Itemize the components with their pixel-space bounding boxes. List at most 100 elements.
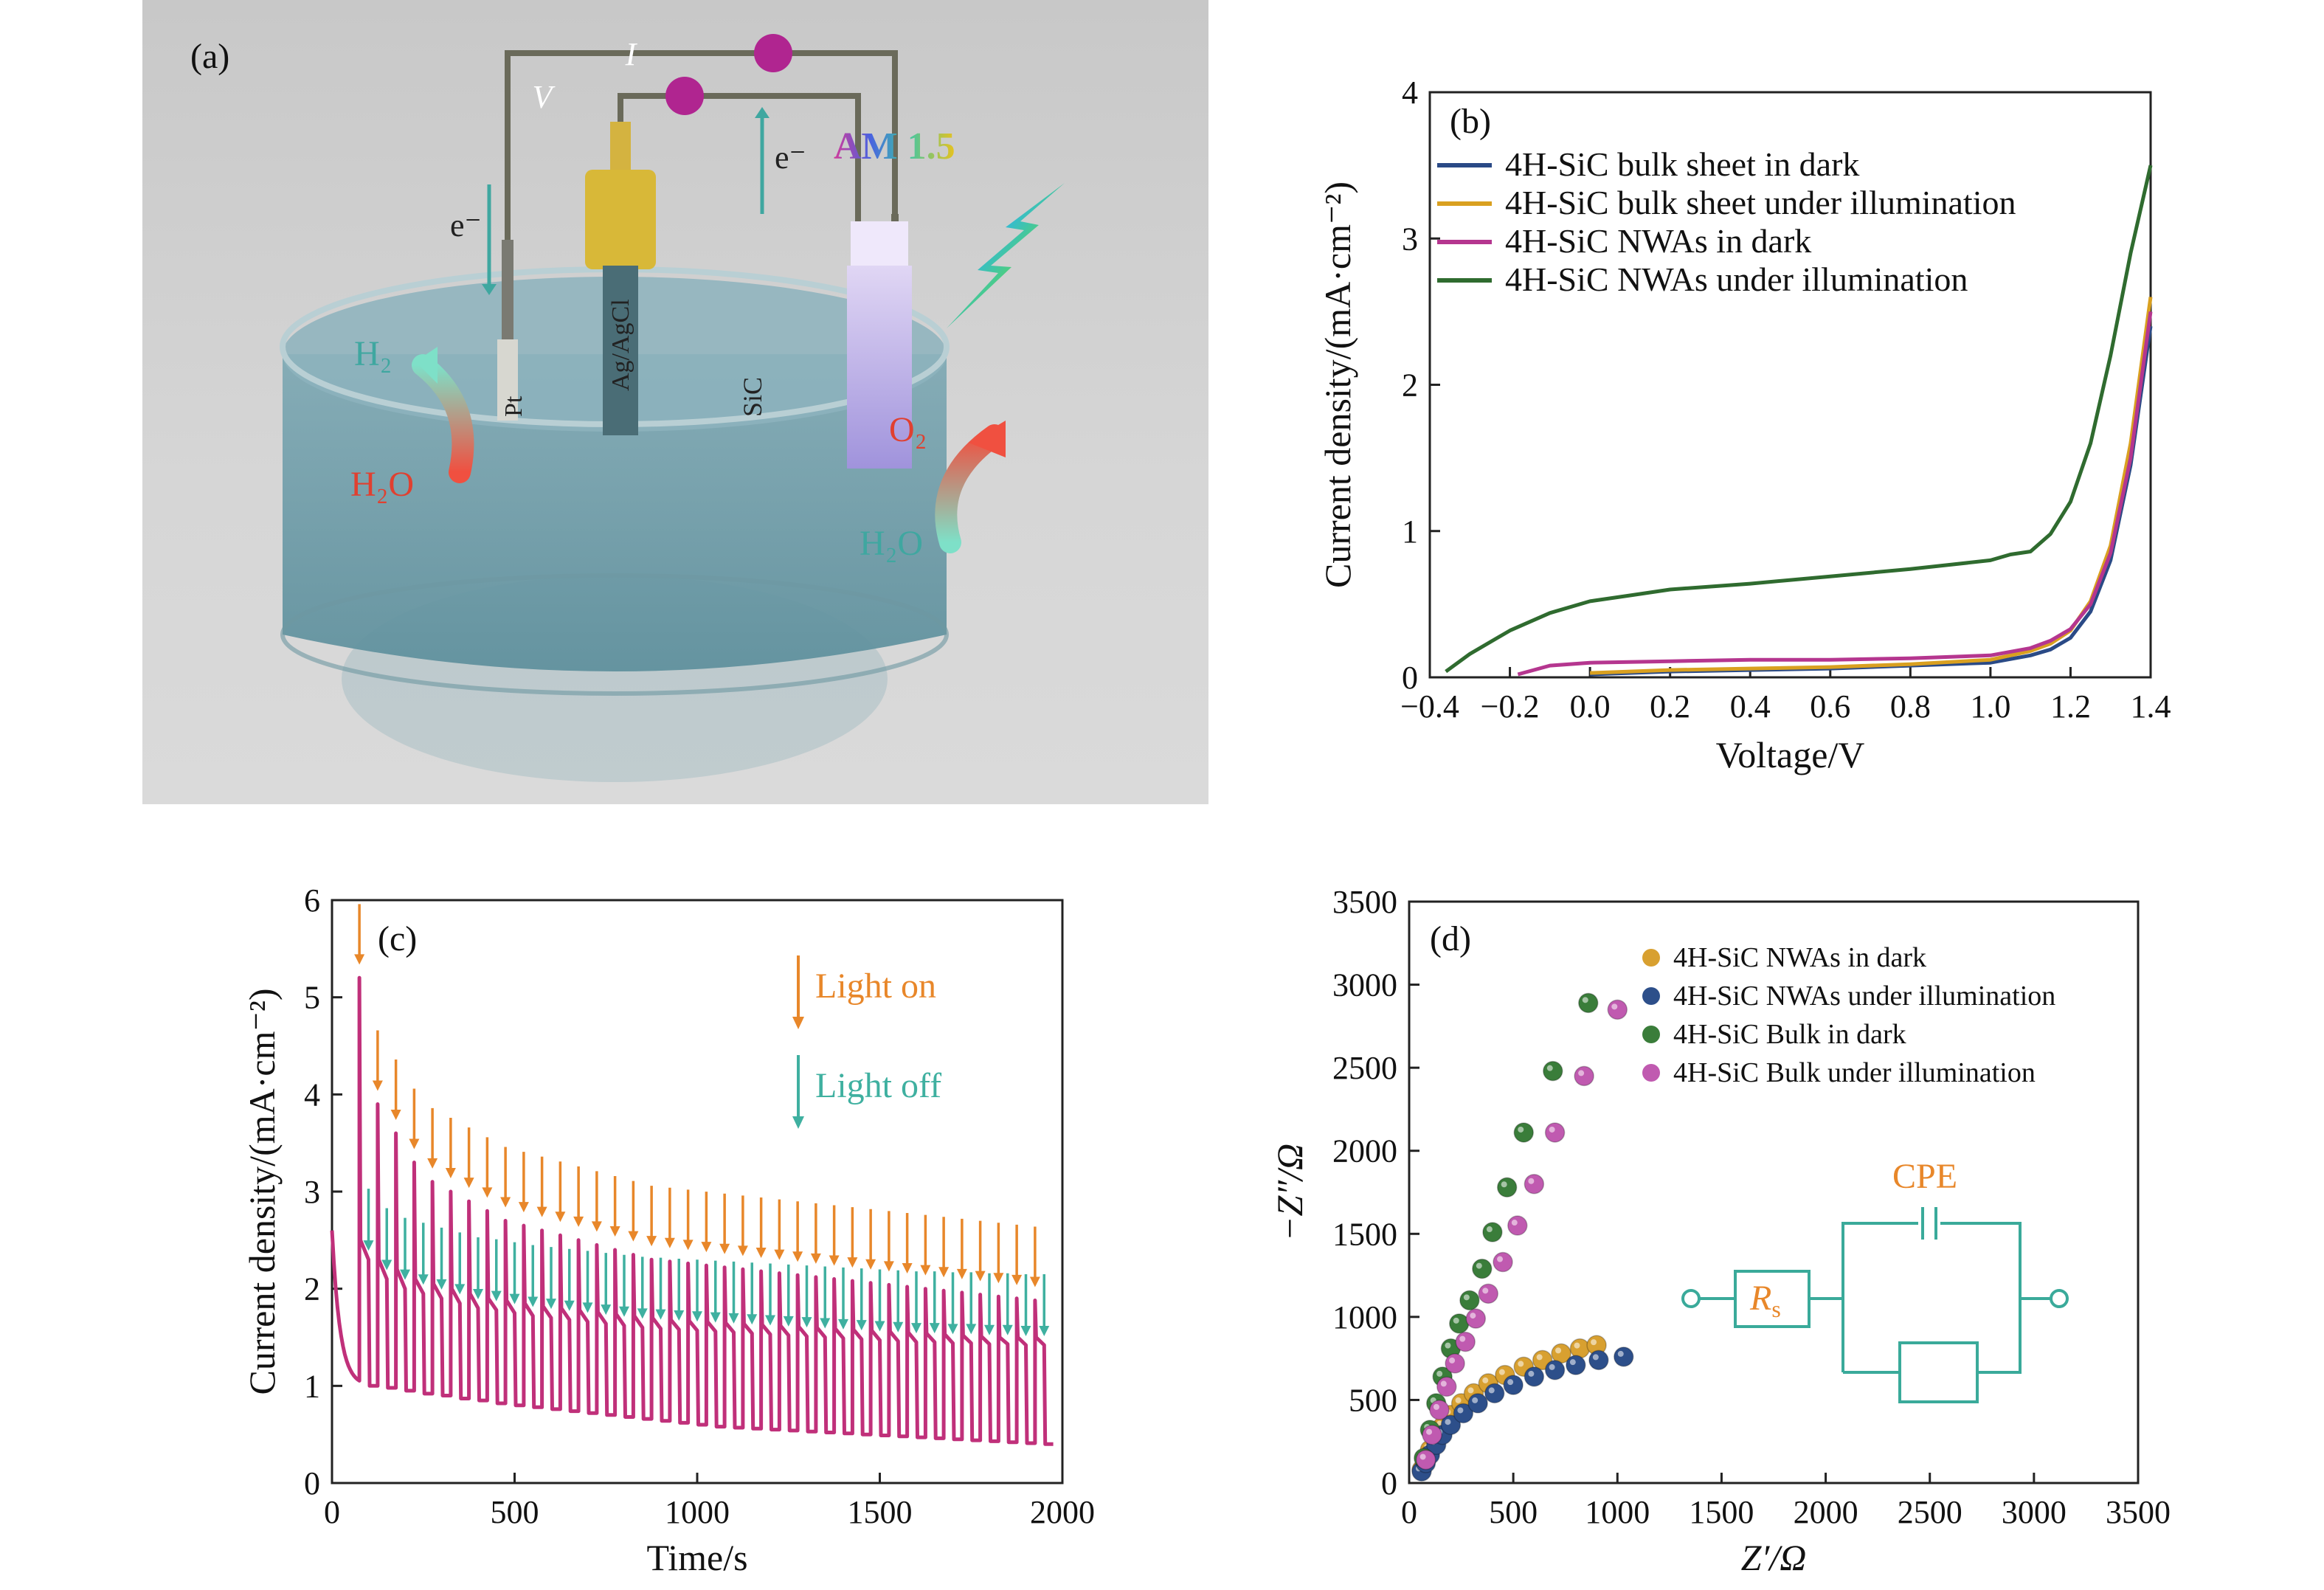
voltage-meter-label: V bbox=[533, 79, 556, 115]
d-y-tick-label: 2000 bbox=[1332, 1133, 1397, 1169]
d-point-highlight bbox=[1455, 1397, 1462, 1403]
c-light-on-arrowhead bbox=[865, 1259, 876, 1270]
c-light-off-arrowhead bbox=[381, 1259, 392, 1271]
c-light-on-arrowhead bbox=[500, 1197, 511, 1208]
c-light-off-arrowhead bbox=[582, 1302, 593, 1313]
c-y-tick-label: 6 bbox=[304, 882, 320, 919]
d-point-highlight bbox=[1536, 1354, 1543, 1361]
c-y-tick-label: 2 bbox=[304, 1271, 320, 1307]
h2o-right-label: H₂O bbox=[860, 524, 923, 563]
d-data-point bbox=[1507, 1215, 1528, 1236]
d-point-highlight bbox=[1482, 1377, 1489, 1383]
panel-d-label: (d) bbox=[1430, 919, 1471, 958]
d-data-point bbox=[1503, 1375, 1524, 1395]
c-light-off-arrowhead bbox=[473, 1289, 483, 1299]
d-y-axis-label: −Z″/Ω bbox=[1269, 1144, 1310, 1241]
d-y-tick-label: 2500 bbox=[1332, 1050, 1397, 1086]
b-x-tick-label: 0.2 bbox=[1650, 688, 1690, 725]
d-y-tick-label: 1500 bbox=[1332, 1216, 1397, 1252]
d-legend-swatch bbox=[1642, 1026, 1660, 1043]
c-light-on-arrowhead bbox=[682, 1240, 694, 1251]
d-point-highlight bbox=[1518, 1361, 1524, 1367]
d-point-highlight bbox=[1472, 1397, 1479, 1403]
d-y-tick-label: 3500 bbox=[1332, 884, 1397, 920]
c-light-off-arrowhead bbox=[692, 1311, 702, 1322]
c-light-on-arrowhead bbox=[372, 1080, 383, 1091]
d-point-highlight bbox=[1546, 1065, 1553, 1071]
c-light-off-arrowhead bbox=[619, 1306, 629, 1317]
c-light-off-arrowhead bbox=[509, 1293, 520, 1304]
c-light-off-arrowhead bbox=[984, 1324, 995, 1335]
d-data-point bbox=[1429, 1400, 1450, 1420]
b-x-tick-label: 0.6 bbox=[1810, 688, 1850, 725]
d-x-tick-label: 1000 bbox=[1585, 1494, 1650, 1530]
d-point-highlight bbox=[1445, 1419, 1451, 1425]
d-data-point bbox=[1445, 1353, 1465, 1374]
c-y-axis-label: Current density/(mA·cm⁻²) bbox=[241, 989, 283, 1395]
c-y-tick-label: 0 bbox=[304, 1465, 320, 1501]
c-light-on-arrowhead bbox=[883, 1261, 894, 1272]
d-data-point bbox=[1569, 1338, 1591, 1359]
d-x-tick-label: 0 bbox=[1401, 1494, 1417, 1530]
b-y-tick-label: 0 bbox=[1402, 660, 1418, 696]
am15-label: AM 1.5 bbox=[834, 125, 955, 167]
d-point-highlight bbox=[1497, 1256, 1504, 1262]
d-data-point bbox=[1513, 1122, 1535, 1143]
c-light-off-arrowhead bbox=[783, 1316, 794, 1327]
c-light-on-arrowhead bbox=[482, 1187, 493, 1198]
d-point-highlight bbox=[1488, 1387, 1495, 1394]
c-y-tick-label: 1 bbox=[304, 1368, 320, 1404]
d-point-highlight bbox=[1467, 1387, 1474, 1394]
d-data-point bbox=[1484, 1383, 1505, 1404]
d-point-highlight bbox=[1463, 1294, 1470, 1301]
b-x-tick-label: −0.4 bbox=[1400, 688, 1459, 725]
d-data-point bbox=[1524, 1173, 1545, 1195]
d-data-point bbox=[1478, 1283, 1499, 1304]
h2o-left-label: H₂O bbox=[350, 465, 414, 504]
c-light-off-arrowhead bbox=[874, 1321, 885, 1332]
c-light-on-arrowhead bbox=[701, 1242, 712, 1253]
c-light-off-arrowhead bbox=[363, 1240, 374, 1251]
chart-d: (d) Z′/Ω −Z″/Ω CPE Rs Rct 05001000150020… bbox=[1269, 884, 2171, 1578]
d-x-tick-label: 1500 bbox=[1689, 1494, 1754, 1530]
d-point-highlight bbox=[1555, 1347, 1562, 1354]
d-y-tick-label: 500 bbox=[1349, 1382, 1397, 1418]
rs-symbol: R bbox=[1749, 1279, 1771, 1318]
c-light-on-arrowhead bbox=[573, 1216, 584, 1227]
b-x-tick-label: 1.4 bbox=[2131, 688, 2171, 725]
rs-label: Rs bbox=[1749, 1279, 1781, 1322]
c-light-off-arrowhead bbox=[838, 1318, 848, 1330]
current-meter-label: I bbox=[625, 36, 638, 72]
c-light-off-arrowhead bbox=[947, 1324, 958, 1335]
b-series-line bbox=[1590, 297, 2153, 675]
c-light-on-arrowhead bbox=[628, 1231, 639, 1242]
d-point-highlight bbox=[1617, 1350, 1624, 1357]
b-y-tick-label: 1 bbox=[1402, 514, 1418, 550]
c-light-off-arrowhead bbox=[966, 1324, 977, 1335]
c-light-on-arrowhead bbox=[755, 1247, 767, 1258]
c-light-on-arrowhead bbox=[609, 1226, 620, 1237]
b-series-line bbox=[1590, 325, 2153, 677]
b-y-axis-label: Current density/(mA·cm⁻²) bbox=[1317, 182, 1358, 588]
d-data-point bbox=[1472, 1258, 1493, 1279]
c-light-on-arrowhead bbox=[847, 1257, 858, 1268]
c-light-off-arrowhead bbox=[400, 1269, 410, 1280]
d-x-axis-label: Z′/Ω bbox=[1741, 1537, 1807, 1578]
d-point-highlight bbox=[1507, 1379, 1514, 1386]
b-x-axis-label: Voltage/V bbox=[1716, 734, 1865, 775]
d-y-tick-label: 0 bbox=[1381, 1465, 1397, 1501]
c-light-on-arrowhead bbox=[1011, 1274, 1023, 1285]
d-legend-swatch bbox=[1642, 987, 1660, 1005]
d-point-highlight bbox=[1476, 1262, 1482, 1269]
d-x-tick-label: 500 bbox=[1489, 1494, 1538, 1530]
c-light-on-arrowhead bbox=[646, 1236, 657, 1247]
c-legend-on-arrowhead bbox=[792, 1017, 804, 1029]
c-light-off-arrowhead bbox=[674, 1310, 685, 1321]
c-y-tick-label: 5 bbox=[304, 980, 320, 1016]
light-off-annotation: Light off bbox=[815, 1066, 941, 1105]
b-y-tick-label: 2 bbox=[1402, 367, 1418, 404]
o2-label: O₂ bbox=[889, 410, 927, 449]
panel-a-label: (a) bbox=[190, 37, 229, 76]
chart-b: (b) Voltage/V Current density/(mA·cm⁻²) … bbox=[1317, 75, 2171, 775]
d-point-highlight bbox=[1511, 1220, 1518, 1226]
